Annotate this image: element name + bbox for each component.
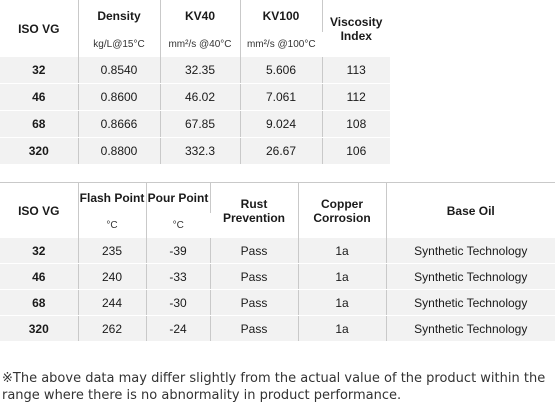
table-row: 32 0.8540 32.35 5.606 113 (0, 57, 390, 84)
cell-grade: 320 (0, 315, 79, 342)
cell-grade: 32 (0, 57, 79, 84)
cell-kv100: 26.67 (240, 137, 323, 165)
cell-rust: Pass (210, 315, 299, 342)
cell-copper: 1a (298, 238, 387, 264)
cell-vi: 113 (322, 57, 390, 84)
header-copper-corrosion: Copper Corrosion (298, 182, 387, 238)
table-header-row: ISO VG Density KV40 KV100 Viscosity Inde… (0, 0, 390, 57)
cell-kv40: 332.3 (160, 137, 241, 165)
table-unit-row: kg/L@15°C mm²/s @40°C mm²/s @100°C (0, 32, 390, 57)
cell-grade: 320 (0, 137, 79, 165)
header-pour-point: Pour Point (146, 182, 211, 213)
cell-base-oil: Synthetic Technology (386, 238, 555, 264)
header-rust-prevention: Rust Prevention (210, 182, 299, 238)
cell-rust: Pass (210, 238, 299, 264)
disclaimer-note: ※The above data may differ slightly from… (2, 371, 546, 403)
cell-flash-point: 262 (78, 315, 147, 342)
cell-kv40: 46.02 (160, 83, 241, 111)
cell-pour-point: -39 (146, 238, 211, 264)
table-row: 46 240 -33 Pass 1a Synthetic Technology (0, 263, 555, 290)
cell-flash-point: 235 (78, 238, 147, 264)
table-row: 46 0.8600 46.02 7.061 112 (0, 83, 390, 111)
cell-grade: 46 (0, 263, 79, 290)
table-unit-row: °C °C (0, 213, 555, 238)
table-row: 68 244 -30 Pass 1a Synthetic Technology (0, 289, 555, 316)
cell-density: 0.8800 (78, 137, 161, 165)
header-iso-vg: ISO VG (0, 182, 79, 238)
cell-grade: 32 (0, 238, 79, 264)
table-row: 320 262 -24 Pass 1a Synthetic Technology (0, 315, 555, 342)
cell-kv100: 7.061 (240, 83, 323, 111)
header-iso-vg: ISO VG (0, 0, 79, 57)
cell-pour-point: -30 (146, 289, 211, 316)
cell-rust: Pass (210, 263, 299, 290)
cell-rust: Pass (210, 289, 299, 316)
cell-base-oil: Synthetic Technology (386, 263, 555, 290)
cell-vi: 112 (322, 83, 390, 111)
cell-density: 0.8600 (78, 83, 161, 111)
header-viscosity-index: Viscosity Index (330, 14, 383, 43)
cell-base-oil: Synthetic Technology (386, 315, 555, 342)
cell-copper: 1a (298, 315, 387, 342)
table-row: 320 0.8800 332.3 26.67 106 (0, 137, 390, 165)
cell-vi: 106 (322, 137, 390, 165)
header-kv100: KV100 (240, 0, 323, 32)
unit-kv40: mm²/s @40°C (160, 32, 241, 57)
cell-pour-point: -33 (146, 263, 211, 290)
cell-base-oil: Synthetic Technology (386, 289, 555, 316)
table-row: 68 0.8666 67.85 9.024 108 (0, 110, 390, 138)
header-kv40: KV40 (160, 0, 241, 32)
cell-density: 0.8540 (78, 57, 161, 84)
cell-grade: 68 (0, 110, 79, 138)
cell-copper: 1a (298, 289, 387, 316)
cell-pour-point: -24 (146, 315, 211, 342)
table-row: 32 235 -39 Pass 1a Synthetic Technology (0, 238, 555, 264)
cell-flash-point: 244 (78, 289, 147, 316)
cell-copper: 1a (298, 263, 387, 290)
header-base-oil: Base Oil (386, 182, 555, 238)
unit-kv100: mm²/s @100°C (246, 39, 316, 50)
header-flash-point: Flash Point (78, 182, 147, 213)
cell-flash-point: 240 (78, 263, 147, 290)
unit-flash-point: °C (78, 213, 147, 238)
cell-grade: 68 (0, 289, 79, 316)
cell-vi: 108 (322, 110, 390, 138)
cell-kv40: 67.85 (160, 110, 241, 138)
properties-table-performance: ISO VG Flash Point Pour Point Rust Preve… (0, 182, 555, 342)
unit-pour-point: °C (172, 220, 184, 231)
cell-grade: 46 (0, 83, 79, 111)
cell-density: 0.8666 (78, 110, 161, 138)
header-density: Density (78, 0, 161, 32)
table-header-row: ISO VG Flash Point Pour Point Rust Preve… (0, 182, 555, 238)
cell-kv40: 32.35 (160, 57, 241, 84)
unit-density: kg/L@15°C (78, 32, 161, 57)
properties-table-viscosity: ISO VG Density KV40 KV100 Viscosity Inde… (0, 0, 390, 165)
cell-kv100: 5.606 (240, 57, 323, 84)
cell-kv100: 9.024 (240, 110, 323, 138)
